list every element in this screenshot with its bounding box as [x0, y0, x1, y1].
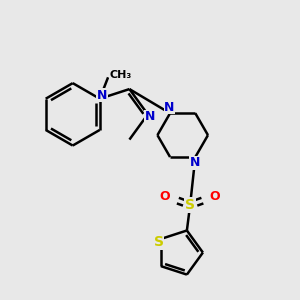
Text: S: S	[185, 198, 195, 212]
Text: N: N	[164, 101, 175, 114]
Text: O: O	[160, 190, 170, 203]
Text: N: N	[145, 110, 155, 123]
Text: S: S	[154, 236, 164, 250]
Text: N: N	[97, 89, 107, 102]
Text: O: O	[210, 190, 220, 203]
Text: CH₃: CH₃	[110, 70, 132, 80]
Text: N: N	[190, 157, 200, 169]
